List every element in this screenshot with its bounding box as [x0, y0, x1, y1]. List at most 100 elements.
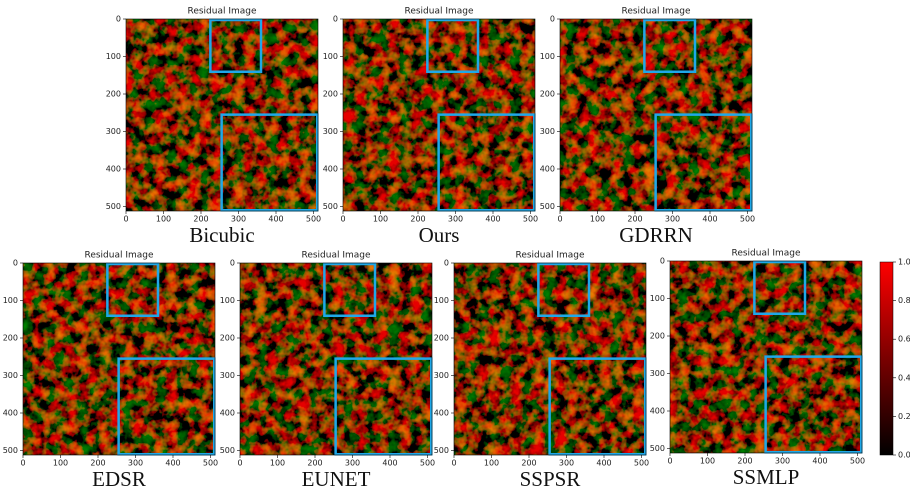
x-tick-label: 200 — [627, 215, 642, 224]
panel-title: Residual Image — [515, 251, 585, 261]
colorbar-tick-label: 0.2 — [898, 412, 910, 421]
y-tick-label: 300 — [540, 127, 555, 136]
x-tick-label: 0 — [667, 457, 672, 466]
caption: EDSR — [92, 467, 146, 491]
caption: SSPSR — [520, 467, 581, 491]
axes-frame — [669, 260, 863, 454]
axes-frame — [125, 18, 319, 212]
x-tick-label: 200 — [521, 459, 536, 468]
caption: Ours — [419, 223, 460, 247]
x-tick-label: 400 — [268, 215, 283, 224]
x-tick-label: 300 — [665, 215, 680, 224]
y-tick-label: 200 — [220, 334, 235, 343]
axes-frame — [559, 18, 753, 212]
y-tick-label: 100 — [540, 52, 555, 61]
x-tick-label: 400 — [382, 459, 397, 468]
x-tick-label: 400 — [812, 457, 827, 466]
x-tick-label: 100 — [53, 459, 68, 468]
y-tick-label: 100 — [220, 296, 235, 305]
x-tick-label: 100 — [156, 215, 171, 224]
x-tick-label: 300 — [448, 215, 463, 224]
x-tick-label: 0 — [340, 215, 345, 224]
panel-title: Residual Image — [187, 7, 257, 17]
caption: SSMLP — [733, 465, 800, 489]
panel-title: Residual Image — [404, 7, 474, 17]
y-tick-label: 0 — [660, 257, 665, 266]
colorbar-tick-label: 0.6 — [898, 335, 910, 344]
caption: GDRRN — [619, 223, 693, 247]
y-tick-label: 200 — [540, 90, 555, 99]
y-tick-label: 400 — [650, 407, 665, 416]
zoom-box-large — [220, 113, 319, 212]
x-tick-label: 400 — [165, 459, 180, 468]
zoom-box-small — [106, 262, 160, 317]
x-tick-label: 100 — [700, 457, 715, 466]
x-tick-label: 0 — [237, 459, 242, 468]
y-tick-label: 0 — [550, 15, 555, 24]
colorbar-tick-label: 0.0 — [898, 451, 910, 460]
y-tick-label: 500 — [323, 202, 338, 211]
y-tick-label: 300 — [106, 127, 121, 136]
x-tick-label: 300 — [128, 459, 143, 468]
x-tick-label: 400 — [702, 215, 717, 224]
y-tick-label: 0 — [13, 259, 18, 268]
y-tick-label: 400 — [540, 165, 555, 174]
x-tick-label: 500 — [203, 459, 218, 468]
zoom-box-large — [334, 357, 433, 456]
y-tick-label: 500 — [106, 202, 121, 211]
x-tick-label: 500 — [420, 459, 435, 468]
x-tick-label: 300 — [559, 459, 574, 468]
axes-frame — [22, 262, 216, 456]
y-tick-label: 0 — [333, 15, 338, 24]
zoom-box-large — [117, 357, 216, 456]
y-tick-label: 100 — [323, 52, 338, 61]
axes-frame — [453, 262, 647, 456]
y-tick-label: 100 — [3, 296, 18, 305]
panel-title: Residual Image — [621, 7, 691, 17]
y-tick-label: 200 — [434, 334, 449, 343]
zoom-box-large — [654, 113, 753, 212]
x-tick-label: 200 — [410, 215, 425, 224]
zoom-box-large — [437, 113, 536, 212]
colorbar-tick-label: 0.4 — [898, 373, 910, 382]
y-tick-label: 400 — [106, 165, 121, 174]
zoom-box-small — [426, 18, 480, 73]
x-tick-label: 0 — [123, 215, 128, 224]
y-tick-label: 400 — [434, 409, 449, 418]
y-tick-label: 200 — [3, 334, 18, 343]
x-tick-label: 300 — [231, 215, 246, 224]
x-tick-label: 400 — [485, 215, 500, 224]
zoom-box-small — [537, 262, 591, 317]
x-tick-label: 100 — [484, 459, 499, 468]
x-tick-label: 200 — [90, 459, 105, 468]
zoom-box-small — [209, 18, 263, 73]
x-tick-label: 500 — [740, 215, 755, 224]
x-tick-label: 300 — [775, 457, 790, 466]
x-tick-label: 0 — [20, 459, 25, 468]
y-tick-label: 100 — [434, 296, 449, 305]
y-tick-label: 100 — [650, 294, 665, 303]
x-tick-label: 0 — [557, 215, 562, 224]
y-tick-label: 400 — [220, 409, 235, 418]
y-tick-label: 0 — [444, 259, 449, 268]
zoom-box-small — [323, 262, 377, 317]
y-tick-label: 300 — [434, 371, 449, 380]
colorbar-tick-label: 0.8 — [898, 296, 910, 305]
x-tick-label: 200 — [193, 215, 208, 224]
zoom-box-small — [643, 18, 697, 73]
x-tick-label: 100 — [590, 215, 605, 224]
y-tick-label: 300 — [220, 371, 235, 380]
axes-frame — [239, 262, 433, 456]
y-tick-label: 500 — [540, 202, 555, 211]
y-tick-label: 300 — [650, 369, 665, 378]
panel-title: Residual Image — [84, 251, 154, 261]
y-tick-label: 200 — [650, 332, 665, 341]
zoom-box-small — [753, 260, 807, 315]
y-tick-label: 500 — [434, 446, 449, 455]
y-tick-label: 400 — [3, 409, 18, 418]
zoom-box-large — [764, 355, 863, 454]
x-tick-label: 100 — [373, 215, 388, 224]
y-tick-label: 400 — [323, 165, 338, 174]
colorbar-tick-label: 1.0 — [898, 258, 910, 267]
x-tick-label: 500 — [634, 459, 649, 468]
